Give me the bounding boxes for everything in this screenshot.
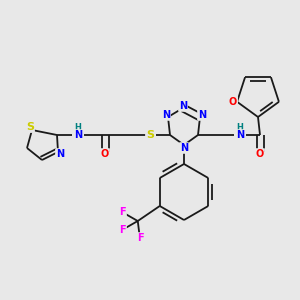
- Text: S: S: [146, 130, 154, 140]
- Text: N: N: [179, 101, 187, 111]
- Text: N: N: [74, 130, 82, 140]
- Text: N: N: [180, 143, 188, 153]
- Text: N: N: [162, 110, 170, 120]
- Text: F: F: [119, 225, 126, 235]
- Text: O: O: [256, 149, 264, 159]
- Text: N: N: [198, 110, 206, 120]
- Text: H: H: [75, 122, 81, 131]
- Text: F: F: [137, 233, 144, 243]
- Text: N: N: [56, 149, 64, 159]
- Text: F: F: [119, 207, 126, 217]
- Text: S: S: [26, 122, 34, 132]
- Text: N: N: [236, 130, 244, 140]
- Text: H: H: [237, 122, 243, 131]
- Text: O: O: [229, 97, 237, 107]
- Text: O: O: [101, 149, 109, 159]
